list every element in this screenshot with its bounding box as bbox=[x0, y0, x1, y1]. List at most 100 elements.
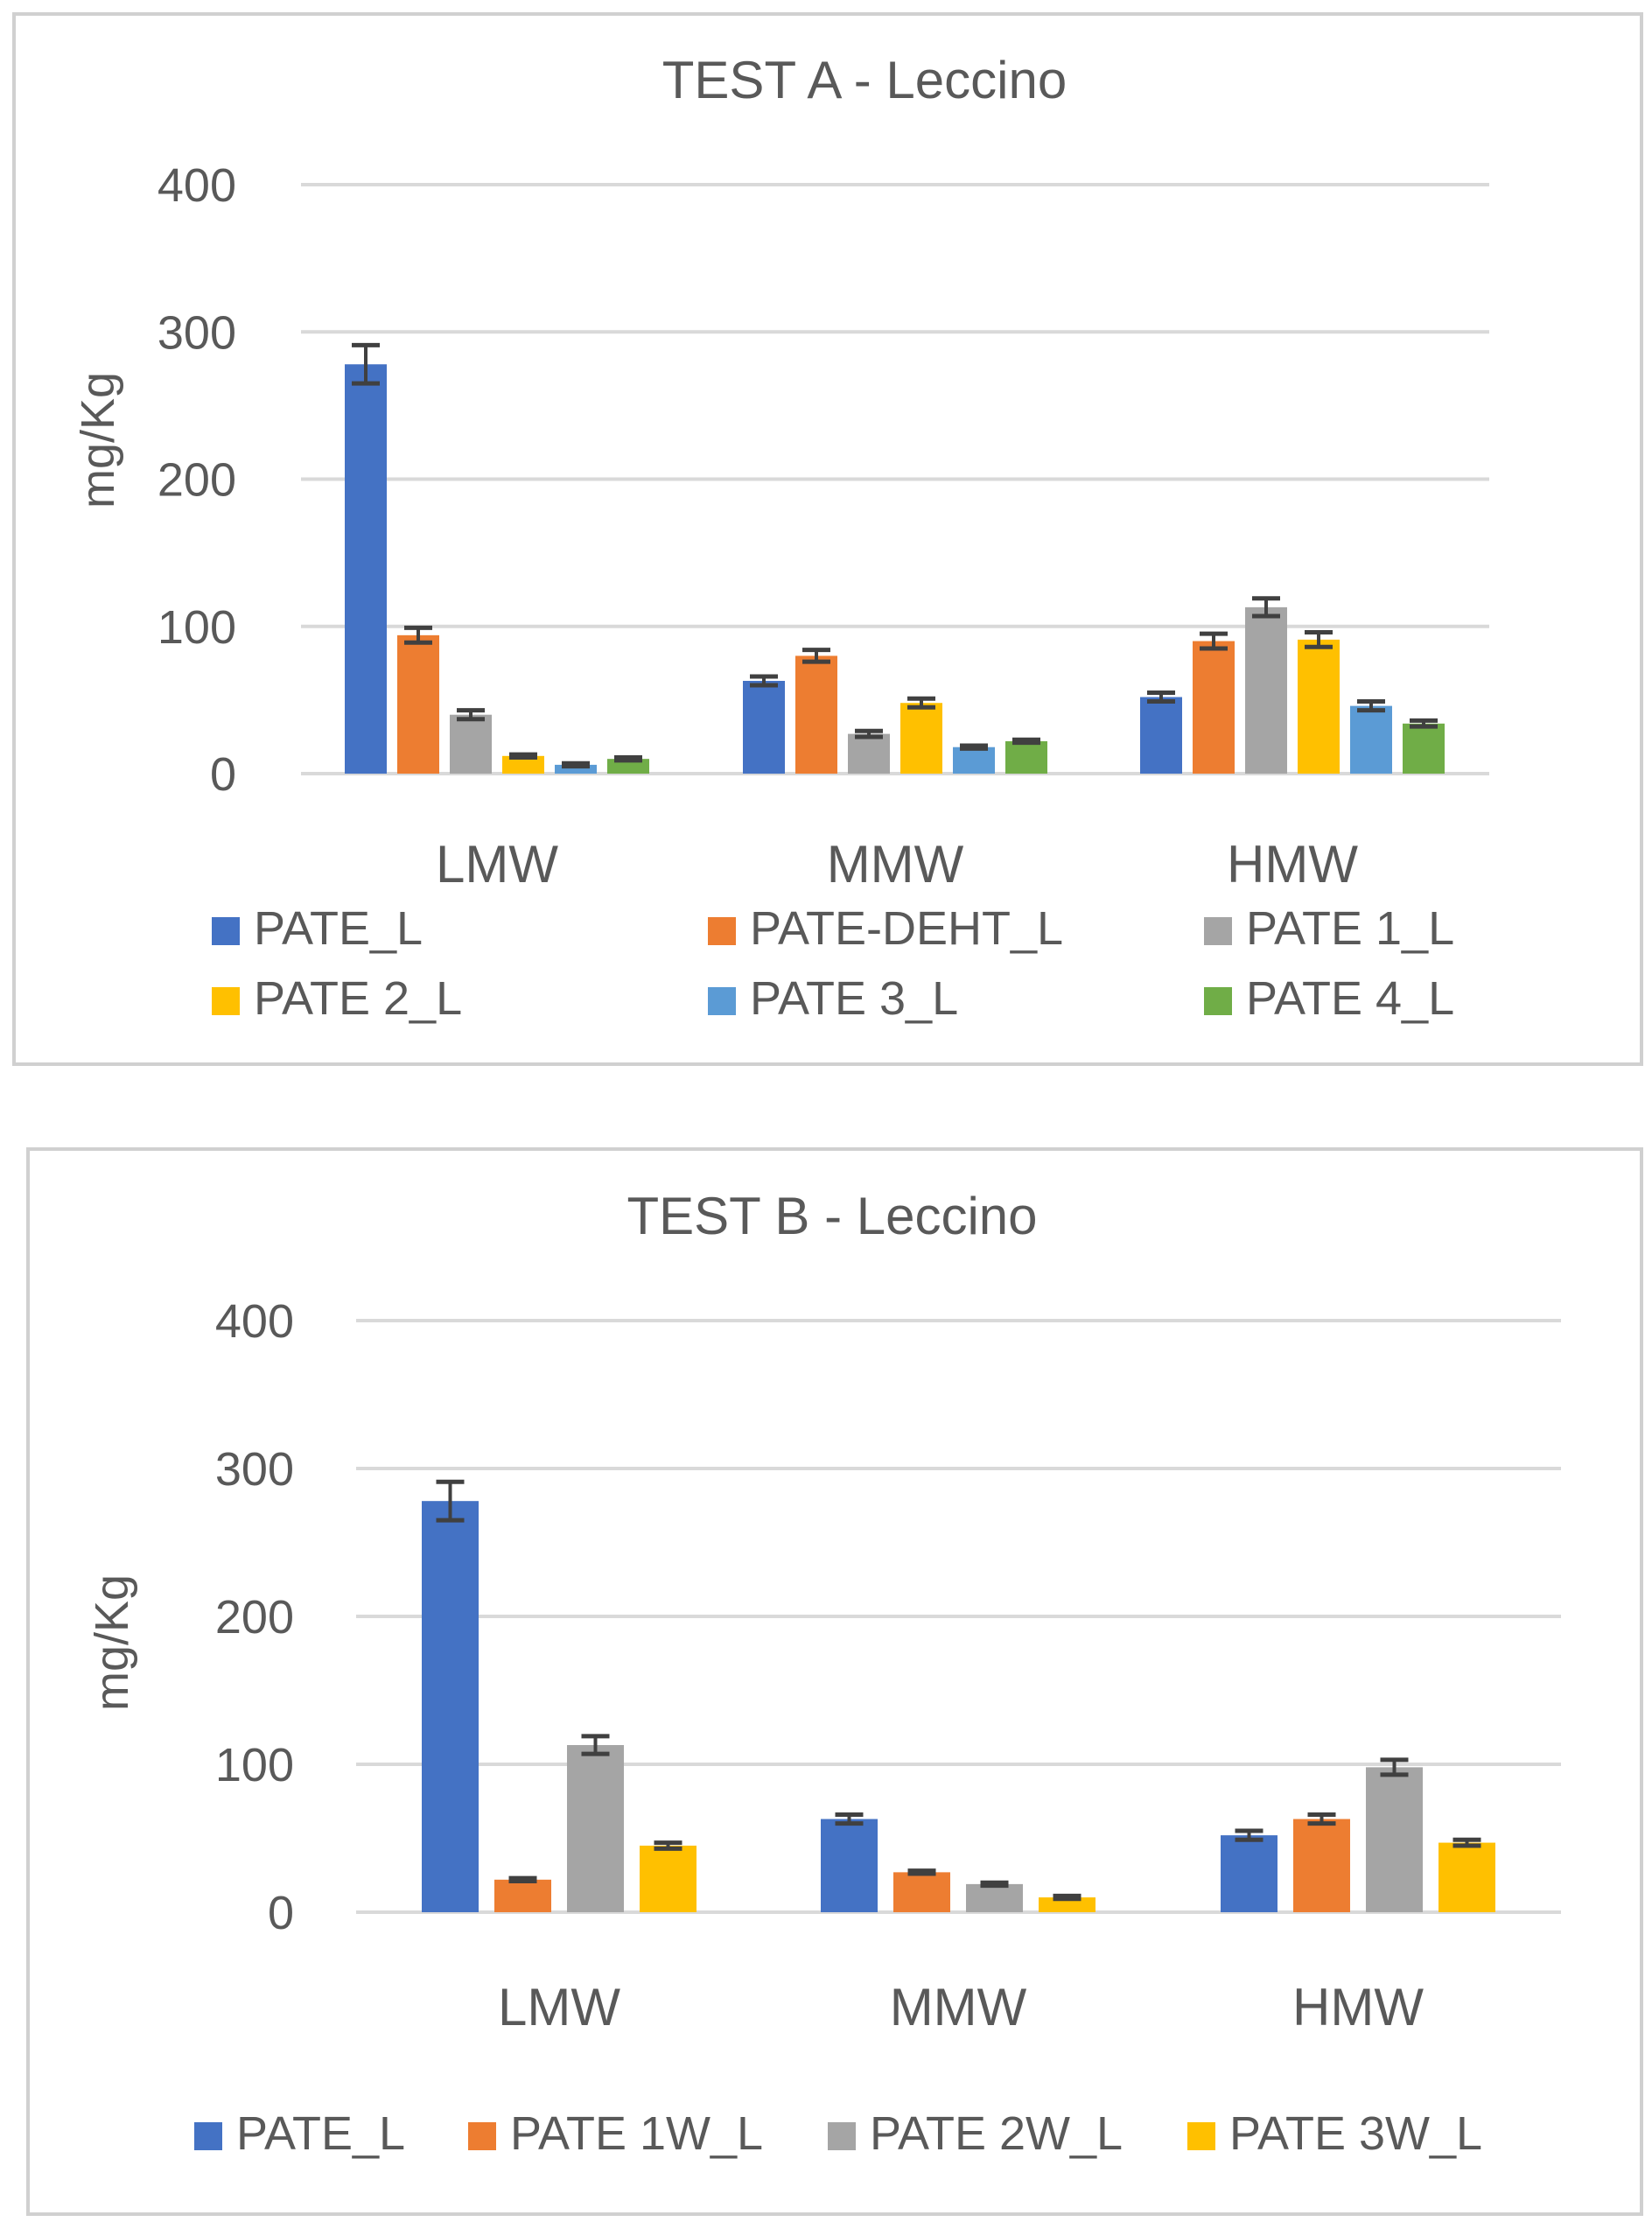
error-bar bbox=[581, 1734, 610, 1756]
x-category-label: MMW bbox=[890, 1978, 1027, 2036]
error-bar bbox=[1147, 690, 1175, 704]
bar-pate-4-l-mmw bbox=[1005, 740, 1047, 774]
bar-pate-l-mmw bbox=[743, 681, 785, 774]
bar-pate-l-lmw bbox=[422, 1501, 479, 1912]
legend-label: PATE_L bbox=[236, 2107, 405, 2160]
error-bar bbox=[1357, 699, 1385, 713]
error-bar bbox=[1235, 1828, 1264, 1842]
bar-pate-deht-l-lmw bbox=[397, 634, 439, 774]
legend-swatch bbox=[1187, 2122, 1215, 2150]
error-bar bbox=[508, 1875, 537, 1884]
bar-pate-deht-l-mmw bbox=[795, 655, 837, 774]
error-bar bbox=[654, 1840, 682, 1851]
chart-test-b: TEST B - Leccino mg/Kg 0 100 200 300 400 LMW… bbox=[86, 1187, 1561, 2160]
y-tick-label: 300 bbox=[158, 306, 236, 359]
bar-pate-2w-l-lmw bbox=[567, 1745, 624, 1912]
legend-entry: PATE_L bbox=[212, 902, 423, 955]
error-bar bbox=[960, 743, 988, 751]
bar-pate-deht-l-hmw bbox=[1193, 641, 1235, 774]
y-tick-label: 0 bbox=[268, 1887, 294, 1939]
error-bar bbox=[1053, 1893, 1082, 1902]
bar-pate-4-l-hmw bbox=[1403, 723, 1445, 774]
error-bar bbox=[835, 1812, 864, 1826]
error-bar bbox=[907, 1868, 936, 1876]
legend-entry: PATE 4_L bbox=[1204, 972, 1454, 1025]
error-bar bbox=[855, 728, 883, 739]
legend-swatch bbox=[1204, 917, 1232, 945]
x-category-label: HMW bbox=[1227, 835, 1358, 894]
legend-entry: PATE 3W_L bbox=[1187, 2107, 1482, 2160]
chart-test-a: TEST A - Leccino mg/Kg 0 100 200 300 400 LMW… bbox=[72, 51, 1489, 1025]
error-bar bbox=[750, 674, 778, 688]
error-bar bbox=[1307, 1812, 1336, 1826]
error-bar bbox=[980, 1880, 1009, 1889]
y-tick-label: 300 bbox=[215, 1443, 294, 1496]
y-tick-label: 0 bbox=[210, 748, 236, 801]
bar-pate-l-lmw bbox=[345, 364, 387, 774]
x-category-label: LMW bbox=[498, 1978, 620, 2036]
error-bar bbox=[1012, 737, 1040, 746]
error-bar bbox=[1252, 596, 1280, 619]
x-category-label: MMW bbox=[827, 835, 964, 894]
bar-pate-1-l-hmw bbox=[1245, 606, 1287, 774]
legend-label: PATE-DEHT_L bbox=[750, 902, 1063, 955]
bar-pate-4-l-lmw bbox=[607, 759, 649, 774]
legend-entry: PATE 1W_L bbox=[468, 2107, 763, 2160]
bar-pate-2w-l-hmw bbox=[1366, 1767, 1423, 1912]
legend-label: PATE_L bbox=[254, 902, 423, 955]
legend-swatch bbox=[828, 2122, 856, 2150]
bar-pate-l-hmw bbox=[1221, 1835, 1278, 1912]
y-axis-label: mg/Kg bbox=[86, 1574, 138, 1711]
legend-label: PATE 3_L bbox=[750, 972, 958, 1025]
bar-pate-1-l-lmw bbox=[450, 714, 492, 774]
error-bar bbox=[457, 708, 485, 722]
bar-pate-2w-l-mmw bbox=[966, 1883, 1023, 1912]
legend-label: PATE 2W_L bbox=[870, 2107, 1123, 2160]
bar-pate-1w-l-mmw bbox=[893, 1872, 950, 1912]
y-tick-label: 400 bbox=[158, 159, 236, 212]
error-bar bbox=[907, 696, 935, 710]
y-tick-label: 200 bbox=[158, 454, 236, 507]
error-bar bbox=[436, 1479, 465, 1523]
error-bar bbox=[1200, 631, 1228, 651]
x-category-label: LMW bbox=[436, 835, 558, 894]
legend-swatch bbox=[468, 2122, 496, 2150]
legend-entry: PATE 2W_L bbox=[828, 2107, 1123, 2160]
chart-title: TEST A - Leccino bbox=[662, 51, 1067, 109]
error-bar bbox=[562, 761, 590, 769]
error-bar bbox=[802, 648, 830, 664]
legend-swatch bbox=[212, 987, 240, 1015]
bar-pate-3w-l-mmw bbox=[1039, 1897, 1096, 1912]
bar-pate-3w-l-lmw bbox=[640, 1845, 696, 1912]
error-bar bbox=[1410, 718, 1438, 729]
error-bar bbox=[352, 342, 380, 386]
error-bar bbox=[1380, 1757, 1409, 1777]
y-axis-label: mg/Kg bbox=[72, 372, 124, 508]
bar-pate-2-l-mmw bbox=[900, 703, 942, 774]
x-category-label: HMW bbox=[1292, 1978, 1424, 2036]
bar-pate-2-l-lmw bbox=[502, 755, 544, 774]
bar-pate-3-l-hmw bbox=[1350, 705, 1392, 774]
error-bar bbox=[404, 625, 432, 645]
chart-title: TEST B - Leccino bbox=[626, 1187, 1037, 1245]
legend-entry: PATE 1_L bbox=[1204, 902, 1454, 955]
legend-swatch bbox=[708, 987, 736, 1015]
legend-entry: PATE 3_L bbox=[708, 972, 958, 1025]
legend-label: PATE 1W_L bbox=[510, 2107, 763, 2160]
error-bar bbox=[1305, 629, 1333, 649]
y-tick-label: 100 bbox=[215, 1739, 294, 1791]
error-bar bbox=[614, 754, 642, 763]
legend-entry: PATE-DEHT_L bbox=[708, 902, 1063, 955]
bar-pate-3-l-lmw bbox=[555, 764, 597, 774]
legend-swatch bbox=[1204, 987, 1232, 1015]
legend-swatch bbox=[708, 917, 736, 945]
bar-pate-3w-l-hmw bbox=[1438, 1842, 1495, 1912]
y-tick-label: 400 bbox=[215, 1295, 294, 1348]
error-bar bbox=[1452, 1837, 1481, 1848]
y-tick-label: 200 bbox=[215, 1591, 294, 1644]
bar-pate-1w-l-lmw bbox=[494, 1879, 551, 1912]
error-bar bbox=[509, 752, 537, 760]
legend-label: PATE 3W_L bbox=[1229, 2107, 1482, 2160]
bar-pate-2-l-hmw bbox=[1298, 639, 1340, 774]
legend-entry: PATE_L bbox=[194, 2107, 405, 2160]
